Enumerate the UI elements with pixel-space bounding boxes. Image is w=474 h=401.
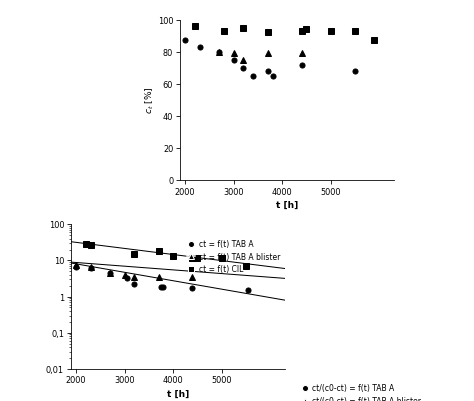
X-axis label: t [h]: t [h] [167,389,189,398]
Y-axis label: $c_t$ [%]: $c_t$ [%] [143,86,155,114]
Legend: ct/(c0-ct) = f(t) TAB A, ct/(c0-ct) = f(t) TAB A blister, ct/(c0-ct) = f(t) CIL: ct/(c0-ct) = f(t) TAB A, ct/(c0-ct) = f(… [298,381,424,401]
Legend: ct = f(t) TAB A, ct = f(t) TAB A blister, ct = f(t) CIL: ct = f(t) TAB A, ct = f(t) TAB A blister… [184,236,283,277]
X-axis label: t [h]: t [h] [276,200,298,210]
